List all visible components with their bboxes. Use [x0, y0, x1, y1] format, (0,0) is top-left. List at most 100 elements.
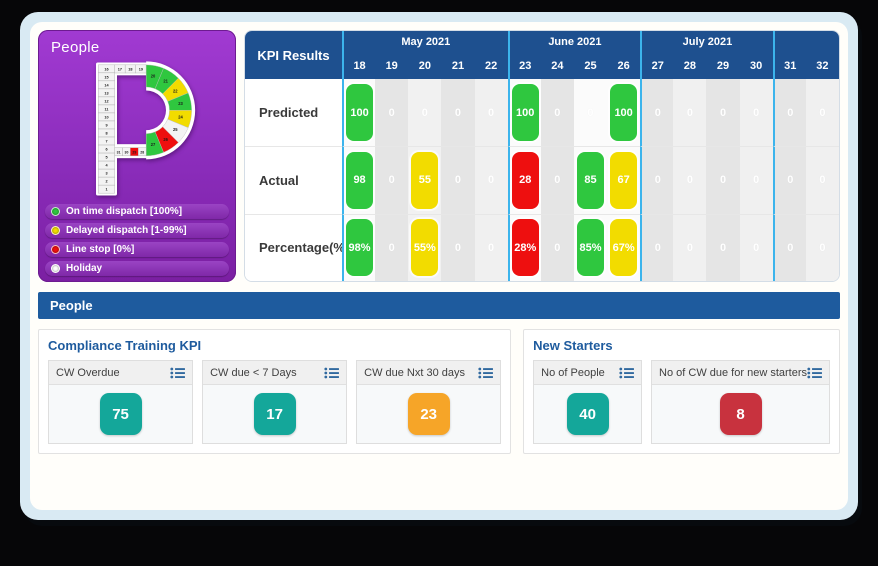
kpi-card-header: CW due < 7 Days — [203, 361, 347, 385]
kpi-group-panel: Compliance Training KPI CW Overdue 75 CW du… — [38, 329, 512, 454]
svg-text:9: 9 — [106, 124, 108, 128]
svg-text:19: 19 — [139, 68, 143, 72]
kpi-value-pill: 55 — [411, 151, 439, 209]
kpi-group-panel: New Starters No of People 40 No of CW due f… — [523, 329, 840, 454]
svg-text:25: 25 — [173, 127, 178, 132]
month-header — [772, 31, 839, 53]
svg-text:2: 2 — [106, 180, 108, 184]
kpi-card-label: CW due Nxt 30 days — [364, 366, 465, 379]
kpi-cell: 55% — [408, 213, 442, 281]
kpi-cell: 0 — [375, 146, 409, 214]
p-calendar-wrap: 16 15 14 13 12 11 10 9 8 7 6 5 4 3 2 1 17 18 19 20 21 22 23 24 2… — [45, 58, 229, 200]
kpi-cell: 0 — [640, 79, 674, 147]
group-title: New Starters — [533, 338, 613, 353]
kpi-cell: 0 — [441, 213, 475, 281]
kpi-card-body: 8 — [652, 385, 829, 443]
svg-text:6: 6 — [106, 148, 108, 152]
kpi-zero-value: 0 — [654, 241, 661, 254]
day-header: 22 — [474, 53, 508, 79]
kpi-card-header: No of People — [534, 361, 642, 385]
kpi-zero-value: 0 — [787, 241, 794, 254]
month-header: May 2021 — [342, 31, 508, 53]
kpi-zero-value: 0 — [388, 106, 395, 119]
kpi-zero-value: 0 — [719, 174, 727, 187]
svg-text:18: 18 — [128, 68, 132, 72]
day-header: 32 — [805, 53, 839, 79]
svg-text:26: 26 — [164, 137, 169, 142]
svg-text:28: 28 — [140, 150, 144, 154]
kpi-cell: 0 — [805, 79, 839, 147]
menu-icon-glyph — [170, 367, 186, 378]
card-menu-icon[interactable] — [324, 367, 340, 379]
kpi-value-pill: 98% — [346, 219, 374, 277]
kpi-cell: 0 — [441, 146, 475, 214]
kpi-cell: 0 — [706, 213, 740, 281]
calendar-panel-title: People — [51, 39, 100, 56]
kpi-value-pill: 67% — [610, 219, 638, 277]
calendar-legend: On time dispatch [100%] Delayed dispatch … — [45, 204, 229, 276]
content-surface: People 16 15 14 13 12 11 10 9 8 7 6 5 4 3 2 1 17 18 19 20 21… — [30, 22, 848, 510]
kpi-cell: 98% — [342, 213, 376, 281]
kpi-card-header: No of CW due for new starters — [652, 361, 829, 385]
kpi-zero-value: 0 — [388, 174, 395, 187]
legend-label: On time dispatch [100%] — [66, 206, 183, 217]
kpi-value-pill: 67 — [610, 151, 638, 209]
kpi-cell: 55 — [408, 146, 442, 214]
svg-text:29: 29 — [133, 150, 137, 154]
kpi-card: No of People 40 — [533, 360, 643, 444]
kpi-card: CW due < 7 Days 17 — [202, 360, 348, 444]
card-menu-icon[interactable] — [619, 367, 635, 379]
kpi-card-panels: Compliance Training KPI CW Overdue 75 CW du… — [38, 329, 840, 454]
card-menu-icon[interactable] — [807, 367, 822, 379]
legend-item: Delayed dispatch [1-99%] — [45, 223, 229, 238]
legend-label: Delayed dispatch [1-99%] — [66, 225, 187, 236]
kpi-card-label: CW Overdue — [56, 366, 120, 379]
day-header: 28 — [673, 53, 707, 79]
kpi-zero-value: 0 — [719, 106, 727, 119]
kpi-card: CW Overdue 75 — [48, 360, 194, 444]
day-header: 26 — [607, 53, 641, 79]
people-calendar-panel: People 16 15 14 13 12 11 10 9 8 7 6 5 4 3 2 1 17 18 19 20 21… — [38, 30, 236, 282]
kpi-cell: 67 — [607, 146, 641, 214]
kpi-cell: 67% — [607, 213, 641, 281]
kpi-cell: 0 — [640, 146, 674, 214]
svg-text:21: 21 — [164, 79, 169, 84]
svg-text:30: 30 — [125, 150, 129, 154]
kpi-zero-value: 0 — [454, 174, 462, 187]
kpi-cell: 98 — [342, 146, 376, 214]
kpi-value-pill: 100 — [346, 84, 374, 142]
kpi-cell: 0 — [540, 146, 574, 214]
kpi-cell: 0 — [474, 146, 508, 214]
kpi-cell: 0 — [673, 213, 707, 281]
svg-text:11: 11 — [105, 108, 109, 112]
kpi-row-label: Predicted — [245, 79, 342, 147]
svg-text:20: 20 — [151, 73, 156, 78]
kpi-results-table: KPI Results May 2021 June 2021 July 2021 18 1… — [244, 30, 840, 282]
kpi-zero-value: 0 — [587, 106, 594, 119]
kpi-zero-value: 0 — [819, 106, 826, 119]
day-header: 31 — [772, 53, 806, 79]
kpi-zero-value: 0 — [753, 174, 760, 187]
day-header: 29 — [706, 53, 740, 79]
month-header: July 2021 — [640, 31, 773, 53]
kpi-zero-value: 0 — [753, 241, 760, 254]
day-header: 25 — [573, 53, 608, 79]
kpi-cell: 28% — [507, 213, 541, 281]
kpi-zero-value: 0 — [787, 106, 794, 119]
kpi-zero-value: 0 — [686, 241, 693, 254]
kpi-cell: 0 — [375, 79, 409, 147]
kpi-card-body: 17 — [203, 385, 346, 443]
card-menu-icon[interactable] — [478, 367, 494, 379]
top-row: People 16 15 14 13 12 11 10 9 8 7 6 5 4 3 2 1 17 18 19 20 21… — [38, 30, 840, 282]
day-header: 30 — [739, 53, 773, 79]
kpi-cell: 28 — [507, 146, 541, 214]
svg-text:23: 23 — [178, 101, 183, 106]
kpi-card-body: 75 — [49, 385, 192, 443]
kpi-table-title: KPI Results — [245, 31, 342, 79]
kpi-value-pill: 100 — [511, 84, 539, 142]
kpi-zero-value: 0 — [719, 241, 727, 254]
kpi-cell: 0 — [540, 213, 574, 281]
day-header: 19 — [375, 53, 409, 79]
kpi-cell: 0 — [408, 79, 442, 147]
card-menu-icon[interactable] — [170, 367, 186, 379]
